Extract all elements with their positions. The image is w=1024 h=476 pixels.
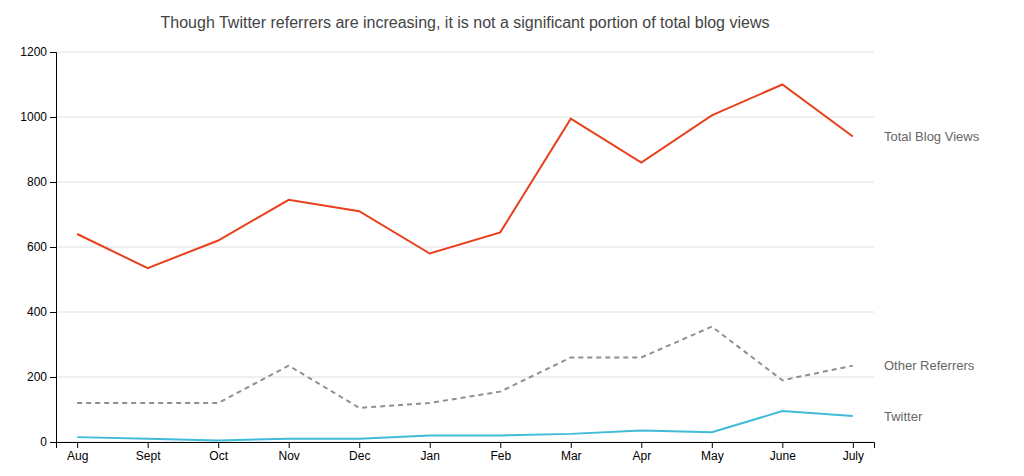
y-tick: 400 (27, 305, 56, 319)
x-tick-mark (782, 442, 783, 448)
x-tick-mark (77, 442, 78, 448)
x-tick: Aug (67, 442, 88, 463)
x-tick-mark (571, 442, 572, 448)
y-tick-label: 800 (27, 175, 47, 189)
x-tick-mark (430, 442, 431, 448)
y-tick: 800 (27, 175, 56, 189)
x-tick-label: Sept (136, 449, 161, 463)
x-tick: Oct (209, 442, 228, 463)
series-line (77, 85, 853, 269)
y-tick-label: 1000 (20, 110, 47, 124)
y-tick-mark (50, 52, 56, 53)
x-tick-label: July (843, 449, 864, 463)
series-line (77, 327, 853, 408)
x-tick: Mar (561, 442, 582, 463)
x-tick-label: Aug (67, 449, 88, 463)
grid-line (56, 182, 874, 183)
x-tick-label: Mar (561, 449, 582, 463)
series-label: Total Blog Views (884, 129, 980, 144)
x-tick-mark (148, 442, 149, 448)
grid-line (56, 247, 874, 248)
series-label: Other Referrers (884, 358, 975, 373)
y-tick: 600 (27, 240, 56, 254)
grid-line (56, 117, 874, 118)
x-tick-label: Oct (209, 449, 228, 463)
y-tick-label: 1200 (20, 45, 47, 59)
x-axis-line (57, 443, 875, 449)
x-tick-mark (712, 442, 713, 448)
y-tick-label: 400 (27, 305, 47, 319)
x-tick-label: Nov (279, 449, 300, 463)
x-tick: Jan (421, 442, 440, 463)
x-tick: Sept (136, 442, 161, 463)
x-tick-label: Apr (632, 449, 651, 463)
x-tick-mark (359, 442, 360, 448)
grid-line (56, 312, 874, 313)
y-tick: 200 (27, 370, 56, 384)
chart: 0 200 400 600 800 1000 1200 Aug Sept Oct Nov Dec Jan… (0, 0, 1024, 476)
x-tick-label: May (701, 449, 724, 463)
x-tick: Dec (349, 442, 370, 463)
x-tick-label: Dec (349, 449, 370, 463)
x-tick: Nov (279, 442, 300, 463)
x-tick-mark (641, 442, 642, 448)
x-tick: July (843, 442, 864, 463)
y-tick-mark (50, 377, 56, 378)
x-tick-mark (853, 442, 854, 448)
y-tick-mark (50, 312, 56, 313)
x-tick: June (770, 442, 796, 463)
y-tick-label: 0 (40, 435, 47, 449)
title: Though Twitter referrers are increasing,… (161, 14, 770, 31)
x-tick-label: Feb (490, 449, 511, 463)
y-tick-label: 200 (27, 370, 47, 384)
y-tick-label: 600 (27, 240, 47, 254)
y-tick: 0 (40, 435, 56, 449)
line-labels: Total Blog Views Other Referrers Twitter (884, 129, 980, 424)
x-tick-label: Jan (421, 449, 440, 463)
y-axis: 0 200 400 600 800 1000 1200 (20, 45, 56, 449)
x-tick: Apr (632, 442, 651, 463)
series-label: Twitter (884, 409, 923, 424)
y-tick-mark (50, 247, 56, 248)
grid (56, 52, 874, 442)
x-tick-mark (218, 442, 219, 448)
grid-line (56, 377, 874, 378)
y-tick-mark (50, 442, 56, 443)
x-tick: May (701, 442, 724, 463)
lines (77, 85, 853, 441)
y-tick: 1200 (20, 45, 56, 59)
y-tick-mark (50, 182, 56, 183)
series-line (77, 411, 853, 440)
x-tick-label: June (770, 449, 796, 463)
y-tick: 1000 (20, 110, 56, 124)
y-tick-mark (50, 117, 56, 118)
x-tick: Feb (490, 442, 511, 463)
x-tick-mark (500, 442, 501, 448)
y-axis-line (50, 53, 57, 443)
x-axis: Aug Sept Oct Nov Dec Jan Feb Mar Apr May June July (57, 442, 875, 463)
plot: 0 200 400 600 800 1000 1200 Aug Sept Oct Nov Dec Jan… (20, 45, 979, 462)
grid-line (56, 52, 874, 53)
x-tick-mark (289, 442, 290, 448)
